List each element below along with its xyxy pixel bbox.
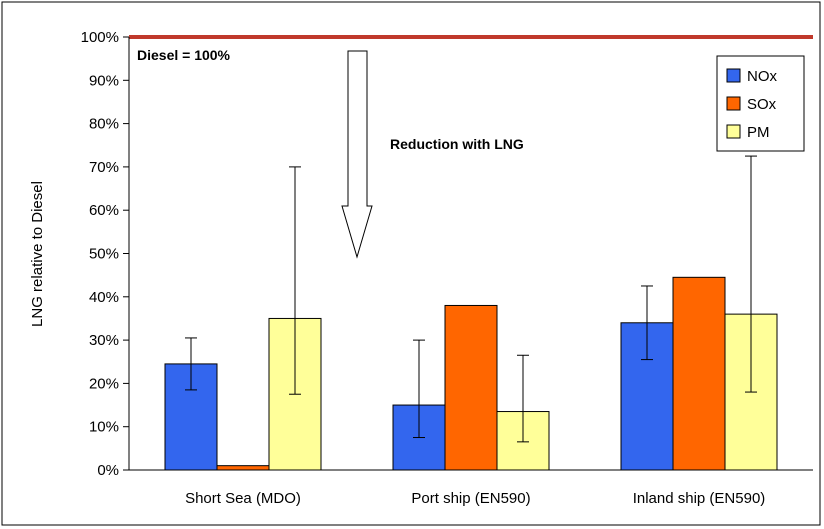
legend-label-pm: PM [747,124,770,141]
y-tick-label: 50% [89,246,119,263]
error-bars [185,155,757,443]
reduction-arrow [341,50,373,259]
legend-label-sox: SOx [747,96,777,113]
y-tick-label: 100% [81,29,119,46]
y-tick-label: 80% [89,116,119,133]
y-tick-label: 30% [89,332,119,349]
legend-label-nox: NOx [747,68,778,85]
y-tick-label: 10% [89,419,119,436]
y-tick-label: 20% [89,375,119,392]
bar-sox [672,276,726,471]
y-tick-label: 40% [89,289,119,306]
x-category-label: Port ship (EN590) [411,490,530,507]
reduction-annotation: Reduction with LNG [390,136,524,152]
legend-swatch-pm [726,124,741,139]
y-tick-label: 90% [89,72,119,89]
y-axis-ticks: 0% 10% 20% 30% 40% 50% 60% 70% 80% 90% 100% [81,29,129,479]
diesel-reference-label: Diesel = 100% [137,47,231,63]
legend-swatch-nox [726,68,741,83]
x-category-label: Short Sea (MDO) [185,490,301,507]
x-category-label: Inland ship (EN590) [633,490,766,507]
bar-sox [216,465,270,471]
legend: NOx SOx PM [716,55,805,152]
bar-sox [444,304,498,471]
legend-swatch-sox [726,96,741,111]
y-tick-label: 70% [89,159,119,176]
y-tick-label: 60% [89,202,119,219]
y-tick-label: 0% [97,462,119,479]
x-axis-category-labels: Short Sea (MDO) Port ship (EN590) Inland s… [185,490,765,507]
y-axis-label: LNG relative to Diesel [29,181,46,327]
